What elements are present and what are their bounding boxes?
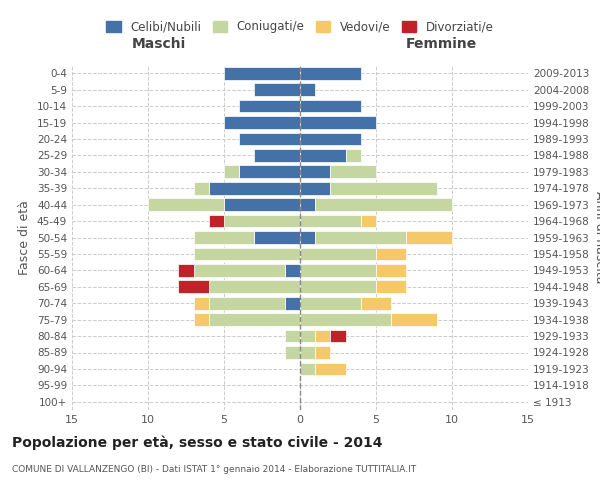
Bar (209, 297, 285, 310)
Bar (315, 198, 452, 211)
Bar (300, 100, 361, 112)
Bar (209, 280, 300, 293)
Bar (300, 149, 346, 162)
Bar (178, 264, 194, 277)
Bar (209, 182, 300, 194)
Text: COMUNE DI VALLANZENGO (BI) - Dati ISTAT 1° gennaio 2014 - Elaborazione TUTTITALI: COMUNE DI VALLANZENGO (BI) - Dati ISTAT … (12, 465, 416, 474)
Bar (376, 280, 406, 293)
Text: Maschi: Maschi (131, 37, 186, 51)
Bar (300, 248, 376, 260)
Bar (300, 280, 376, 293)
Bar (194, 264, 285, 277)
Bar (300, 67, 361, 80)
Y-axis label: Anni di nascita: Anni di nascita (593, 191, 600, 284)
Bar (300, 313, 391, 326)
Bar (224, 214, 300, 228)
Bar (300, 132, 361, 145)
Bar (315, 330, 331, 342)
Bar (194, 248, 300, 260)
Bar (239, 100, 300, 112)
Bar (361, 214, 376, 228)
Bar (391, 313, 437, 326)
Bar (331, 166, 376, 178)
Bar (361, 297, 391, 310)
Bar (300, 83, 315, 96)
Text: Femmine: Femmine (406, 37, 477, 51)
Bar (178, 280, 209, 293)
Bar (300, 330, 315, 342)
Bar (300, 231, 315, 244)
Bar (194, 297, 209, 310)
Bar (209, 214, 224, 228)
Text: Popolazione per età, sesso e stato civile - 2014: Popolazione per età, sesso e stato civil… (12, 435, 383, 450)
Bar (285, 297, 300, 310)
Bar (315, 362, 346, 376)
Bar (331, 182, 437, 194)
Bar (300, 166, 331, 178)
Bar (315, 231, 406, 244)
Bar (285, 346, 300, 359)
Bar (254, 83, 300, 96)
Bar (300, 362, 315, 376)
Bar (285, 264, 300, 277)
Bar (300, 346, 315, 359)
Bar (406, 231, 452, 244)
Bar (300, 214, 361, 228)
Bar (194, 182, 209, 194)
Bar (300, 297, 361, 310)
Y-axis label: Fasce di età: Fasce di età (19, 200, 31, 275)
Bar (224, 198, 300, 211)
Bar (331, 330, 346, 342)
Bar (376, 264, 406, 277)
Legend: Celibi/Nubili, Coniugati/e, Vedovi/e, Divorziati/e: Celibi/Nubili, Coniugati/e, Vedovi/e, Di… (101, 16, 499, 38)
Bar (224, 67, 300, 80)
Bar (254, 231, 300, 244)
Bar (209, 313, 300, 326)
Bar (300, 182, 331, 194)
Bar (300, 198, 315, 211)
Bar (376, 248, 406, 260)
Bar (239, 132, 300, 145)
Bar (254, 149, 300, 162)
Bar (239, 166, 300, 178)
Bar (148, 198, 224, 211)
Bar (224, 116, 300, 129)
Bar (224, 166, 239, 178)
Bar (194, 231, 254, 244)
Bar (315, 346, 331, 359)
Bar (346, 149, 361, 162)
Bar (300, 264, 376, 277)
Bar (285, 330, 300, 342)
Bar (194, 313, 209, 326)
Bar (300, 116, 376, 129)
